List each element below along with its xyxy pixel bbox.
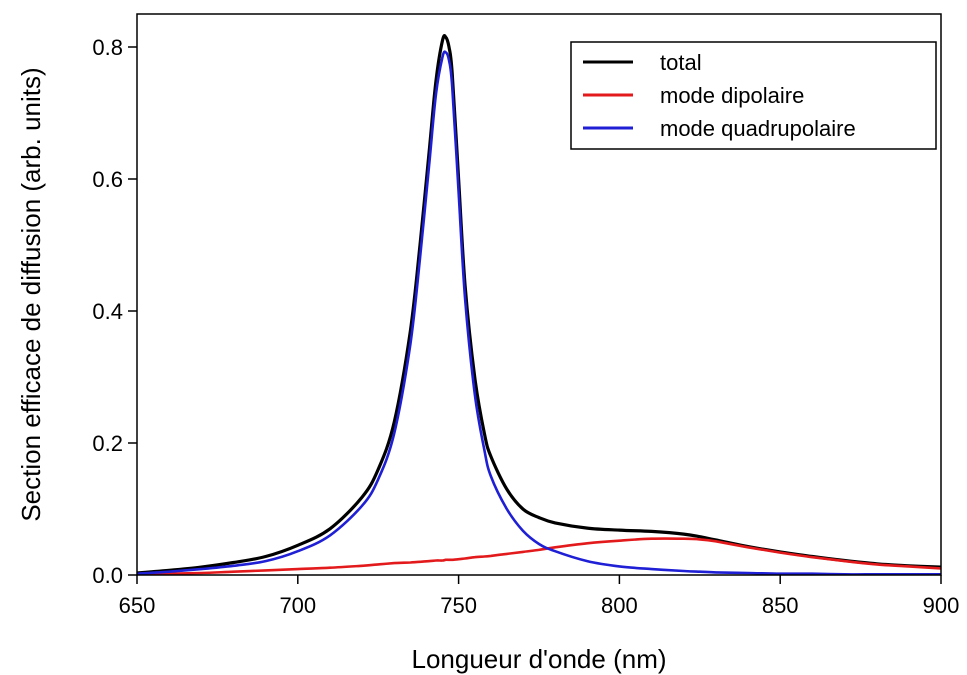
x-tick-label: 900 bbox=[923, 593, 960, 618]
y-tick-label: 0.6 bbox=[92, 167, 123, 192]
x-axis-title: Longueur d'onde (nm) bbox=[411, 644, 666, 674]
series-line-mode-quadrupolaire bbox=[137, 50, 941, 575]
axis-ticks: 650 700 750 800 850 900 0.0 0.2 0.4 0.6 0.8 bbox=[92, 35, 959, 618]
x-tick-label: 700 bbox=[279, 593, 316, 618]
y-tick-label: 0.8 bbox=[92, 35, 123, 60]
legend-label: total bbox=[660, 50, 702, 75]
series-layer bbox=[137, 34, 941, 575]
series-line-mode-dipolaire bbox=[137, 537, 941, 575]
x-tick-label: 850 bbox=[762, 593, 799, 618]
x-tick-label: 650 bbox=[119, 593, 156, 618]
plot-frame bbox=[136, 13, 942, 576]
legend-label: mode quadrupolaire bbox=[660, 116, 856, 141]
y-tick-label: 0.0 bbox=[92, 563, 123, 588]
y-tick-label: 0.4 bbox=[92, 299, 123, 324]
y-axis-title: Section efficace de diffusion (arb. unit… bbox=[16, 67, 46, 521]
legend-label: mode dipolaire bbox=[660, 83, 804, 108]
y-tick-label: 0.2 bbox=[92, 431, 123, 456]
legend: total mode dipolaire mode quadrupolaire bbox=[570, 41, 937, 150]
x-tick-label: 750 bbox=[440, 593, 477, 618]
x-tick-label: 800 bbox=[601, 593, 638, 618]
